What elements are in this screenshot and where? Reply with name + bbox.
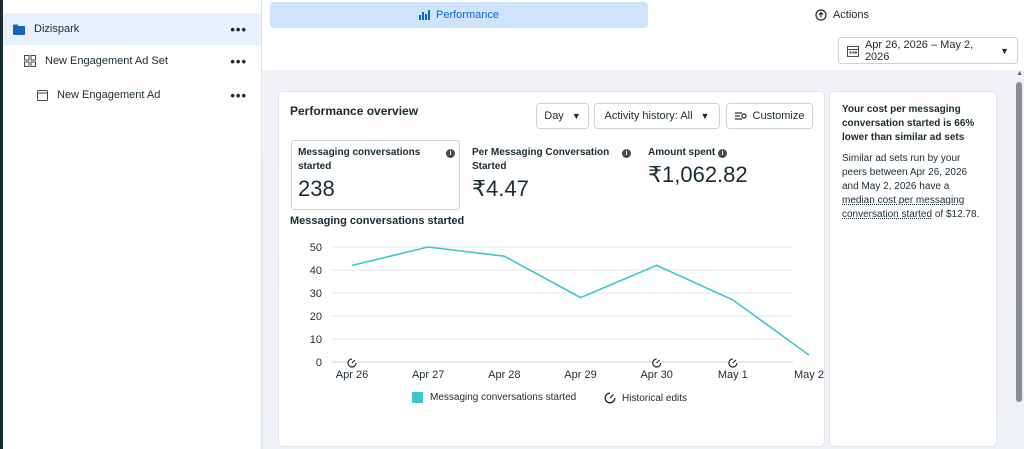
info-icon[interactable]: i — [446, 149, 455, 158]
arrow-up-circle-icon — [815, 9, 827, 21]
historical-edit-marker — [347, 358, 357, 368]
campaign-tree: Dizispark ••• New Engagement Ad Set ••• … — [0, 0, 262, 449]
tree-item-label: Dizispark — [34, 23, 80, 35]
marker-arc — [347, 358, 357, 368]
bar-chart-icon — [419, 10, 430, 20]
day-dropdown[interactable]: Day ▼ — [536, 103, 589, 129]
metric-label: Amount spent — [648, 146, 808, 160]
day-label: Day — [544, 110, 564, 122]
tree-item-campaign[interactable]: Dizispark ••• — [3, 13, 261, 45]
metric-amount-spent[interactable]: Amount spent i ₹1,062.82 — [648, 146, 808, 188]
marker-arc — [728, 358, 738, 368]
date-row: Apr 26, 2026 – May 2, 2026 ▼ — [262, 30, 1024, 70]
historical-edit-marker — [651, 358, 662, 368]
insight-body-end: of $12.78. — [932, 209, 980, 220]
historical-edit-icon — [604, 392, 616, 404]
x-tick-label: May 2 — [794, 369, 824, 381]
x-tick-label: Apr 27 — [412, 369, 444, 381]
x-tick-label: Apr 28 — [488, 369, 520, 381]
date-range-value: Apr 26, 2026 – May 2, 2026 — [864, 38, 974, 63]
legend-series[interactable]: Messaging conversations started — [412, 392, 576, 403]
customize-label: Customize — [752, 110, 805, 122]
x-tick-label: Apr 26 — [336, 369, 368, 381]
metric-value: ₹4.47 — [472, 176, 529, 201]
info-icon[interactable]: i — [622, 149, 631, 158]
tab-actions[interactable]: Actions — [782, 2, 902, 28]
marker-needle — [656, 359, 661, 364]
tree-item-adset[interactable]: New Engagement Ad Set ••• — [3, 45, 261, 77]
x-tick-label: Apr 29 — [564, 369, 596, 381]
y-tick-label: 20 — [310, 311, 322, 323]
y-tick-label: 50 — [310, 242, 322, 254]
y-tick-label: 0 — [316, 357, 322, 369]
scroll-up-icon[interactable]: ▲ — [1016, 70, 1023, 77]
metric-conversations[interactable]: Messaging conversations started i 238 — [291, 140, 460, 210]
insight-body-start: Similar ad sets run by your peers betwee… — [842, 153, 968, 192]
metric-label: Per Messaging Conversation Started — [472, 147, 610, 172]
grid-icon — [23, 54, 37, 68]
more-options-icon[interactable]: ••• — [230, 53, 247, 69]
chevron-down-icon: ▼ — [700, 111, 710, 121]
legend-label: Messaging conversations started — [430, 392, 577, 403]
metric-label-text: Amount spent — [648, 147, 716, 158]
info-icon[interactable]: i — [718, 149, 727, 158]
activity-label: Activity history: All — [604, 110, 693, 122]
historical-edit-marker — [727, 358, 738, 368]
metric-label: Messaging conversations started — [298, 147, 421, 172]
tab-performance[interactable]: Performance — [270, 2, 648, 28]
y-tick-label: 30 — [310, 288, 322, 300]
legend-historical-edits[interactable]: Historical edits — [604, 392, 687, 404]
view-tabs: Performance Actions — [262, 0, 1024, 30]
insight-headline: Your cost per messaging conversation sta… — [842, 104, 975, 143]
customize-button[interactable]: Customize — [726, 103, 813, 129]
metric-value: ₹1,062.82 — [648, 162, 748, 187]
performance-overview-card: Performance overview Day ▼ Activity hist… — [279, 92, 824, 446]
date-range-picker[interactable]: Apr 26, 2026 – May 2, 2026 ▼ — [838, 37, 1018, 64]
metric-value: 238 — [298, 176, 335, 201]
scrollbar[interactable] — [1016, 82, 1022, 402]
tree-item-label: New Engagement Ad Set — [45, 55, 168, 67]
tree-item-label: New Engagement Ad — [57, 89, 161, 101]
legend-swatch — [412, 392, 423, 403]
chevron-down-icon: ▼ — [1000, 45, 1009, 56]
median-cost-link[interactable]: median cost per messaging conversation s… — [842, 195, 965, 220]
activity-history-dropdown[interactable]: Activity history: All ▼ — [594, 103, 720, 129]
benchmark-insight-card: Your cost per messaging conversation sta… — [830, 92, 996, 446]
x-tick-label: May 1 — [718, 369, 748, 381]
y-tick-label: 10 — [310, 334, 322, 346]
metric-cost-per-conversation[interactable]: Per Messaging Conversation Started i ₹4.… — [472, 146, 631, 202]
tree-item-ad[interactable]: New Engagement Ad ••• — [3, 79, 261, 111]
line-chart: 0 10 20 30 40 50 Apr 26 Apr 27 Apr 28 Apr 29 Apr 3… — [310, 242, 824, 381]
folder-icon — [12, 22, 26, 36]
legend-label: Historical edits — [622, 392, 688, 404]
calendar-icon — [847, 45, 859, 57]
tree-edge — [0, 0, 3, 449]
marker-needle — [732, 359, 737, 364]
chevron-down-icon: ▼ — [571, 111, 581, 121]
marker-arc — [652, 358, 662, 368]
ad-icon — [35, 88, 49, 102]
card-title: Performance overview — [290, 104, 419, 118]
tab-label: Actions — [832, 9, 870, 21]
x-tick-label: Apr 30 — [640, 369, 672, 381]
customize-icon — [734, 112, 747, 120]
chart-title: Messaging conversations started — [290, 215, 465, 227]
y-tick-label: 40 — [310, 265, 322, 277]
insight-body: Similar ad sets run by your peers betwee… — [842, 152, 984, 222]
marker-needle — [351, 359, 356, 364]
more-options-icon[interactable]: ••• — [230, 87, 247, 103]
tab-label: Performance — [436, 9, 499, 21]
more-options-icon[interactable]: ••• — [230, 21, 247, 37]
